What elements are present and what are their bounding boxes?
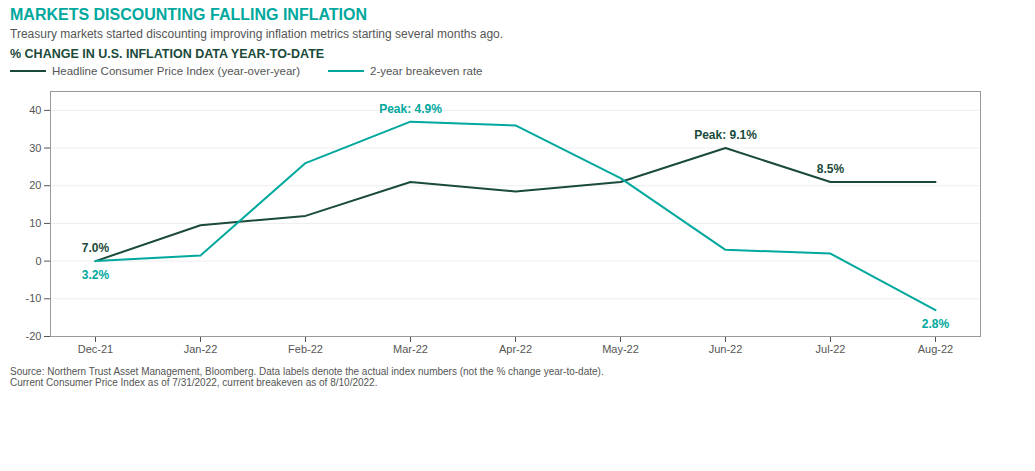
svg-text:0: 0 — [35, 255, 41, 267]
svg-text:Feb-22: Feb-22 — [288, 343, 323, 355]
svg-text:20: 20 — [29, 179, 41, 191]
html-text:Source: Northern Trust Asset M: Source: Northern Trust Asset Management,… — [10, 366, 604, 388]
svg-text:Jan-22: Jan-22 — [184, 343, 218, 355]
svg-text:Aug-22: Aug-22 — [918, 343, 953, 355]
html-text:Headline Consumer Price Index: Headline Consumer Price Index (year-over… — [52, 65, 300, 77]
svg-text:Jun-22: Jun-22 — [709, 343, 743, 355]
svg-text:Peak: 4.9%: Peak: 4.9% — [379, 102, 442, 116]
svg-text:Mar-22: Mar-22 — [393, 343, 428, 355]
svg-text:8.5%: 8.5% — [817, 162, 845, 176]
html-text:2-year breakeven rate: 2-year breakeven rate — [370, 65, 483, 77]
html-text:% CHANGE IN U.S. INFLATION DAT: % CHANGE IN U.S. INFLATION DATA YEAR-TO-… — [10, 47, 325, 61]
svg-text:3.2%: 3.2% — [82, 268, 110, 282]
svg-text:-10: -10 — [26, 292, 42, 304]
svg-text:2.8%: 2.8% — [922, 317, 950, 331]
svg-text:10: 10 — [29, 217, 41, 229]
html-text:MARKETS DISCOUNTING FALLING IN: MARKETS DISCOUNTING FALLING INFLATION — [10, 6, 367, 23]
svg-text:30: 30 — [29, 142, 41, 154]
svg-text:Apr-22: Apr-22 — [499, 343, 532, 355]
svg-text:7.0%: 7.0% — [82, 241, 110, 255]
svg-text:-20: -20 — [26, 330, 42, 342]
html-text:Treasury markets started disco: Treasury markets started discounting imp… — [10, 27, 504, 41]
svg-text:40: 40 — [29, 104, 41, 116]
svg-text:Peak: 9.1%: Peak: 9.1% — [694, 128, 757, 142]
svg-text:Dec-21: Dec-21 — [78, 343, 113, 355]
svg-text:Jul-22: Jul-22 — [816, 343, 846, 355]
svg-text:May-22: May-22 — [602, 343, 639, 355]
